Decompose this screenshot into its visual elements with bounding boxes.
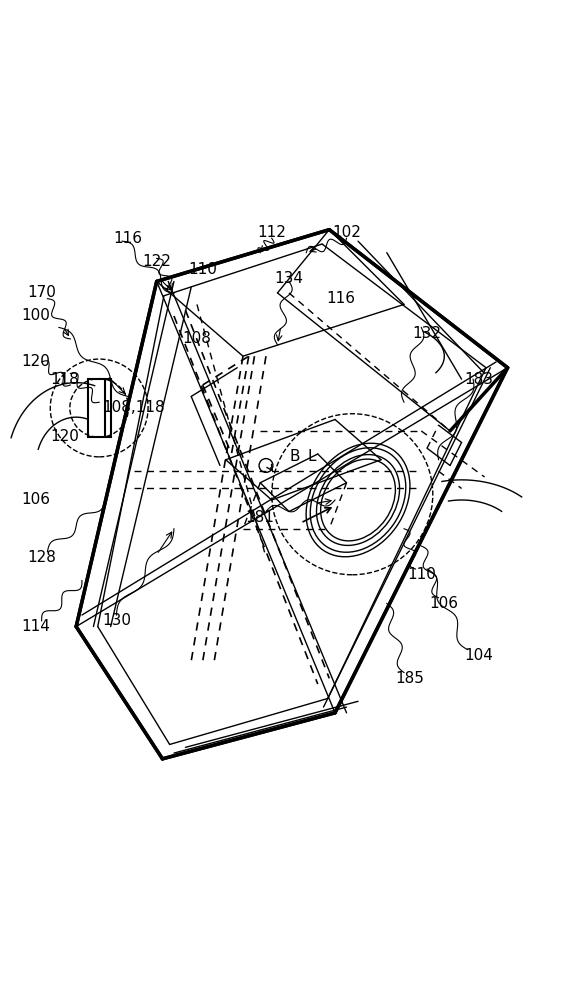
Text: 110: 110 xyxy=(407,567,436,582)
Text: 181: 181 xyxy=(246,510,275,525)
Text: 183: 183 xyxy=(464,372,494,387)
Text: 185: 185 xyxy=(395,671,424,686)
Text: 106: 106 xyxy=(21,492,50,507)
Text: 118: 118 xyxy=(50,372,79,387)
Text: L: L xyxy=(307,449,316,464)
Text: 130: 130 xyxy=(102,613,131,628)
Text: B: B xyxy=(290,449,300,464)
Text: 110: 110 xyxy=(188,262,217,277)
Text: 102: 102 xyxy=(332,225,361,240)
Text: 120: 120 xyxy=(21,354,50,369)
Text: 116: 116 xyxy=(326,291,355,306)
Text: 104: 104 xyxy=(464,648,493,663)
Text: 116: 116 xyxy=(113,231,142,246)
Text: 106: 106 xyxy=(430,596,459,611)
Text: 108,118: 108,118 xyxy=(102,400,165,415)
Text: 100: 100 xyxy=(21,308,50,323)
Text: 122: 122 xyxy=(142,254,171,269)
Text: 134: 134 xyxy=(275,271,303,286)
Text: 108: 108 xyxy=(183,331,212,346)
Text: 120: 120 xyxy=(50,429,79,444)
Text: 112: 112 xyxy=(257,225,286,240)
Text: 128: 128 xyxy=(27,550,56,565)
Text: 170: 170 xyxy=(27,285,56,300)
Text: 132: 132 xyxy=(413,326,442,341)
Text: 114: 114 xyxy=(21,619,50,634)
